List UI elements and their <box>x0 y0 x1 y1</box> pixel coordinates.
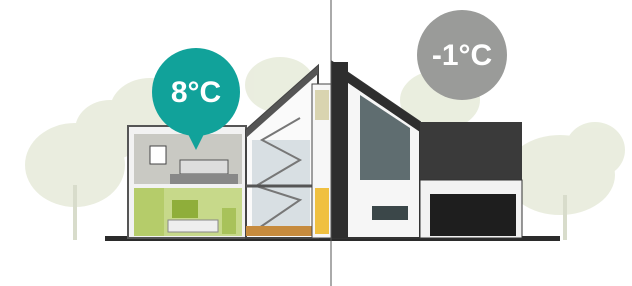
left-wing <box>128 126 246 238</box>
inside-temperature: 8°C <box>171 76 221 109</box>
page: {"inside_temperature": "8°C", "outside_t… <box>0 0 632 286</box>
outside-temp-bubble: -1°C <box>417 10 507 100</box>
house-illustration: 8°C -1°C <box>0 0 632 286</box>
outside-temperature: -1°C <box>432 39 492 72</box>
